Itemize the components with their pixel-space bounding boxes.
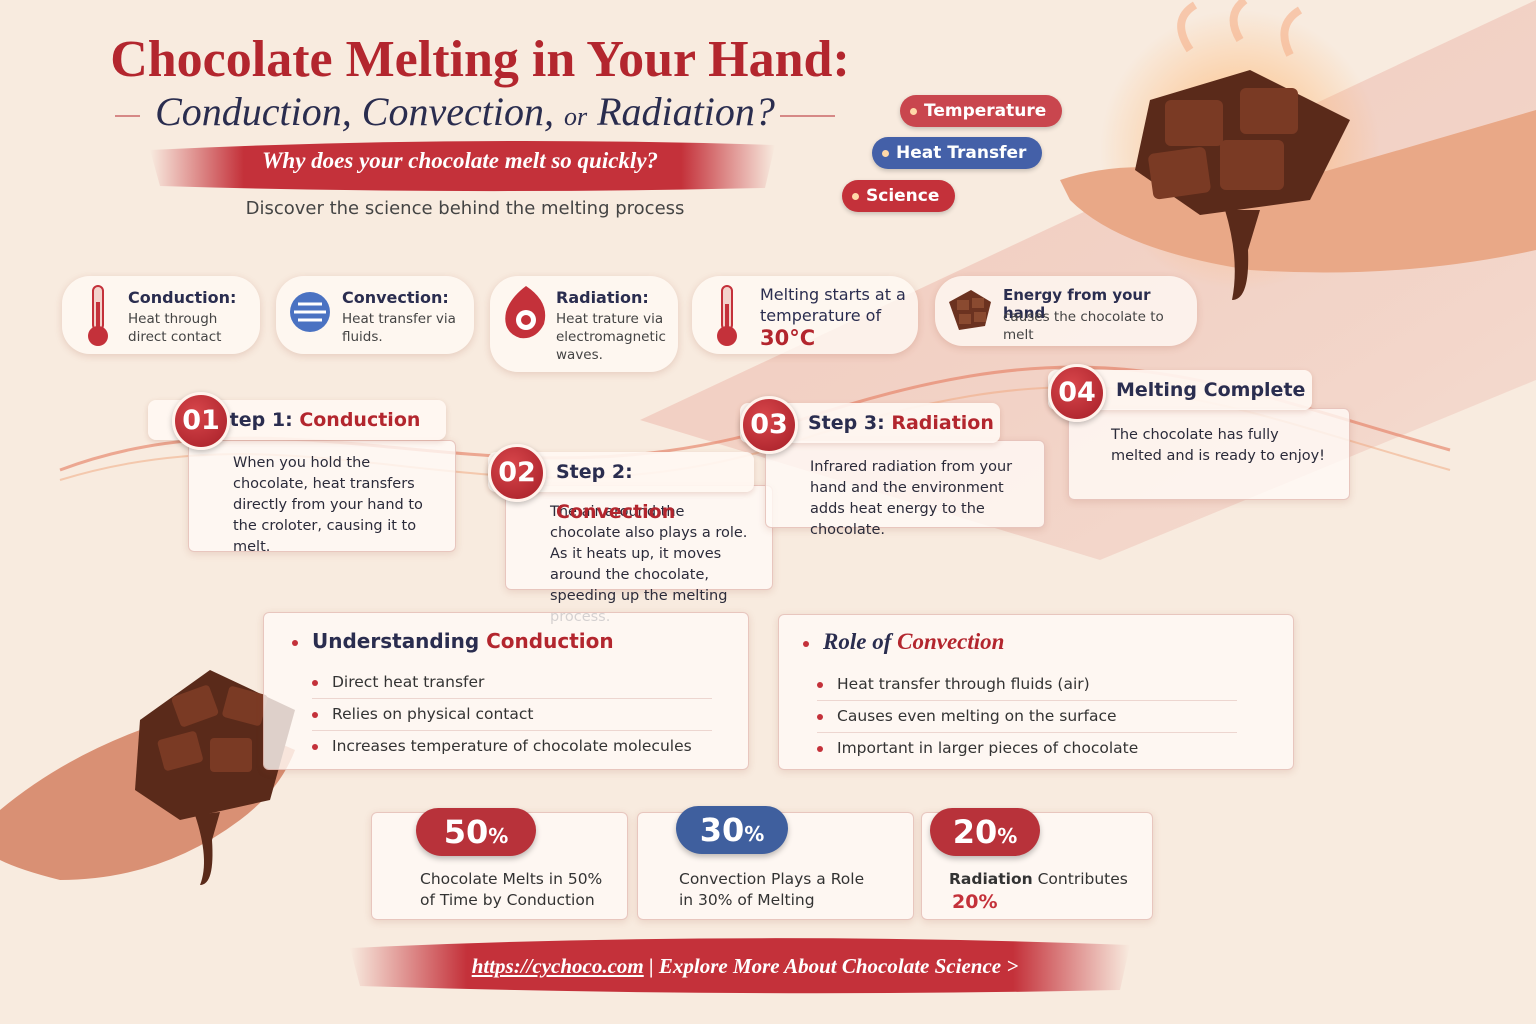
fact-card: Convection: Heat transfer via fluids. bbox=[276, 276, 474, 354]
fact-card: Energy from your hand causes the chocola… bbox=[935, 276, 1197, 346]
panel-item: Increases temperature of chocolate molec… bbox=[312, 731, 712, 762]
panel-prefix: Role of bbox=[823, 629, 892, 654]
step-number: 01 bbox=[172, 392, 230, 450]
fact-title: Convection: bbox=[342, 288, 449, 307]
chocolate-icon bbox=[949, 290, 991, 330]
step-name: Radiation bbox=[891, 412, 994, 434]
stat-unit: % bbox=[997, 824, 1018, 848]
stat-number: 30 bbox=[699, 811, 745, 849]
stat-label: Contributes bbox=[1037, 870, 1128, 888]
panel-item: Heat transfer through fluids (air) bbox=[817, 669, 1237, 701]
item-text: Causes even melting on the surface bbox=[837, 707, 1117, 725]
subtitle-part: or bbox=[563, 102, 588, 131]
thermometer-icon bbox=[88, 285, 108, 346]
stat-highlight: 20% bbox=[952, 891, 998, 913]
stat-text: Convection Plays a Role in 30% of Meltin… bbox=[679, 870, 865, 909]
stat-badge: 50% bbox=[416, 808, 536, 856]
stat-card: Chocolate Melts in 50% of Time by Conduc… bbox=[371, 812, 628, 920]
fact-title: Conduction: bbox=[128, 288, 237, 307]
footer: https://cychoco.com | Explore More About… bbox=[350, 942, 1140, 990]
item-text: Direct heat transfer bbox=[332, 673, 485, 691]
panel-prefix: Understanding bbox=[312, 629, 480, 653]
subtitle: Conduction, Convection, or Radiation? bbox=[0, 88, 930, 135]
panel-item: Important in larger pieces of chocolate bbox=[817, 733, 1237, 764]
fact-highlight: 30°C bbox=[760, 326, 816, 350]
radiation-icon bbox=[505, 286, 546, 339]
panel-name: Convection bbox=[897, 629, 1005, 654]
fact-card: Melting starts at a temperature of 30°C bbox=[692, 276, 918, 354]
panel-item: Causes even melting on the surface bbox=[817, 701, 1237, 733]
stat-number: 50 bbox=[443, 813, 489, 851]
subtitle-part: Conduction, Convection, bbox=[155, 89, 554, 134]
step-prefix: Step 1: bbox=[216, 409, 293, 431]
panel-list: Heat transfer through fluids (air) Cause… bbox=[817, 669, 1237, 764]
thermometer-icon bbox=[717, 285, 737, 346]
step-number: 03 bbox=[740, 396, 798, 454]
footer-separator: | bbox=[649, 954, 654, 978]
footer-link[interactable]: Explore More About Chocolate Science > bbox=[658, 954, 1019, 978]
fact-card: Radiation: Heat trature via electromagne… bbox=[490, 276, 678, 372]
step-number: 02 bbox=[488, 444, 546, 502]
stat-badge: 20% bbox=[930, 808, 1040, 856]
fact-text: Heat transfer via fluids. bbox=[342, 311, 456, 345]
step-prefix: Step 3: bbox=[808, 412, 885, 434]
panel-heading: Understanding Conduction bbox=[292, 629, 614, 653]
stat-bold: Radiation bbox=[949, 870, 1033, 888]
fact-text: Heat through direct contact bbox=[128, 311, 222, 345]
fact-title: Radiation: bbox=[556, 288, 649, 307]
step-text: The chocolate has fully melted and is re… bbox=[1068, 408, 1350, 500]
step-text: When you hold the chocolate, heat transf… bbox=[188, 440, 456, 555]
item-text: Important in larger pieces of chocolate bbox=[837, 739, 1139, 757]
question: Why does your chocolate melt so quickly? bbox=[261, 148, 659, 173]
stat-badge: 30% bbox=[676, 806, 788, 854]
step-text: Infrared radiation from your hand and th… bbox=[765, 440, 1045, 538]
stat-text: Chocolate Melts in 50% of Time by Conduc… bbox=[420, 870, 603, 909]
stat-unit: % bbox=[744, 822, 765, 846]
fact-text: Melting starts at a temperature of bbox=[760, 285, 906, 325]
panel-item: Direct heat transfer bbox=[312, 667, 712, 699]
stat-unit: % bbox=[488, 824, 509, 848]
footer-url[interactable]: https://cychoco.com bbox=[471, 954, 644, 978]
tag[interactable]: Heat Transfer bbox=[872, 137, 1043, 169]
step-name: Convection bbox=[556, 501, 676, 523]
item-text: Relies on physical contact bbox=[332, 705, 534, 723]
fact-card: Conduction: Heat through direct contact bbox=[62, 276, 260, 354]
tag[interactable]: Science bbox=[842, 180, 956, 212]
fact-title: Energy from your hand bbox=[1003, 286, 1151, 322]
stat-text: Radiation Contributes bbox=[949, 869, 1128, 890]
panel-name: Conduction bbox=[486, 629, 614, 653]
item-text: Heat transfer through fluids (air) bbox=[837, 675, 1090, 693]
convection-icon bbox=[290, 292, 330, 332]
fact-text: Heat trature via electromagnetic waves. bbox=[556, 311, 666, 363]
step-number: 04 bbox=[1048, 364, 1106, 422]
stat-number: 20 bbox=[952, 813, 998, 851]
subtitle-part: Radiation? bbox=[597, 89, 775, 134]
tagline: Discover the science behind the melting … bbox=[245, 198, 685, 219]
step-name: Conduction bbox=[299, 409, 421, 431]
panel: Role of Convection Heat transfer through… bbox=[778, 614, 1294, 770]
item-text: Increases temperature of chocolate molec… bbox=[332, 737, 692, 755]
step-name: Melting Complete bbox=[1116, 379, 1306, 401]
panel-list: Direct heat transfer Relies on physical … bbox=[312, 667, 712, 762]
tag[interactable]: Temperature bbox=[900, 95, 1063, 127]
step-prefix: Step 2: bbox=[556, 461, 633, 483]
panel-item: Relies on physical contact bbox=[312, 699, 712, 731]
title: Chocolate Melting in Your Hand: bbox=[110, 31, 850, 88]
panel: Understanding Conduction Direct heat tra… bbox=[263, 612, 749, 770]
panel-heading: Role of Convection bbox=[803, 629, 1004, 655]
fact-text: causes the chocolate to melt bbox=[1003, 309, 1164, 343]
